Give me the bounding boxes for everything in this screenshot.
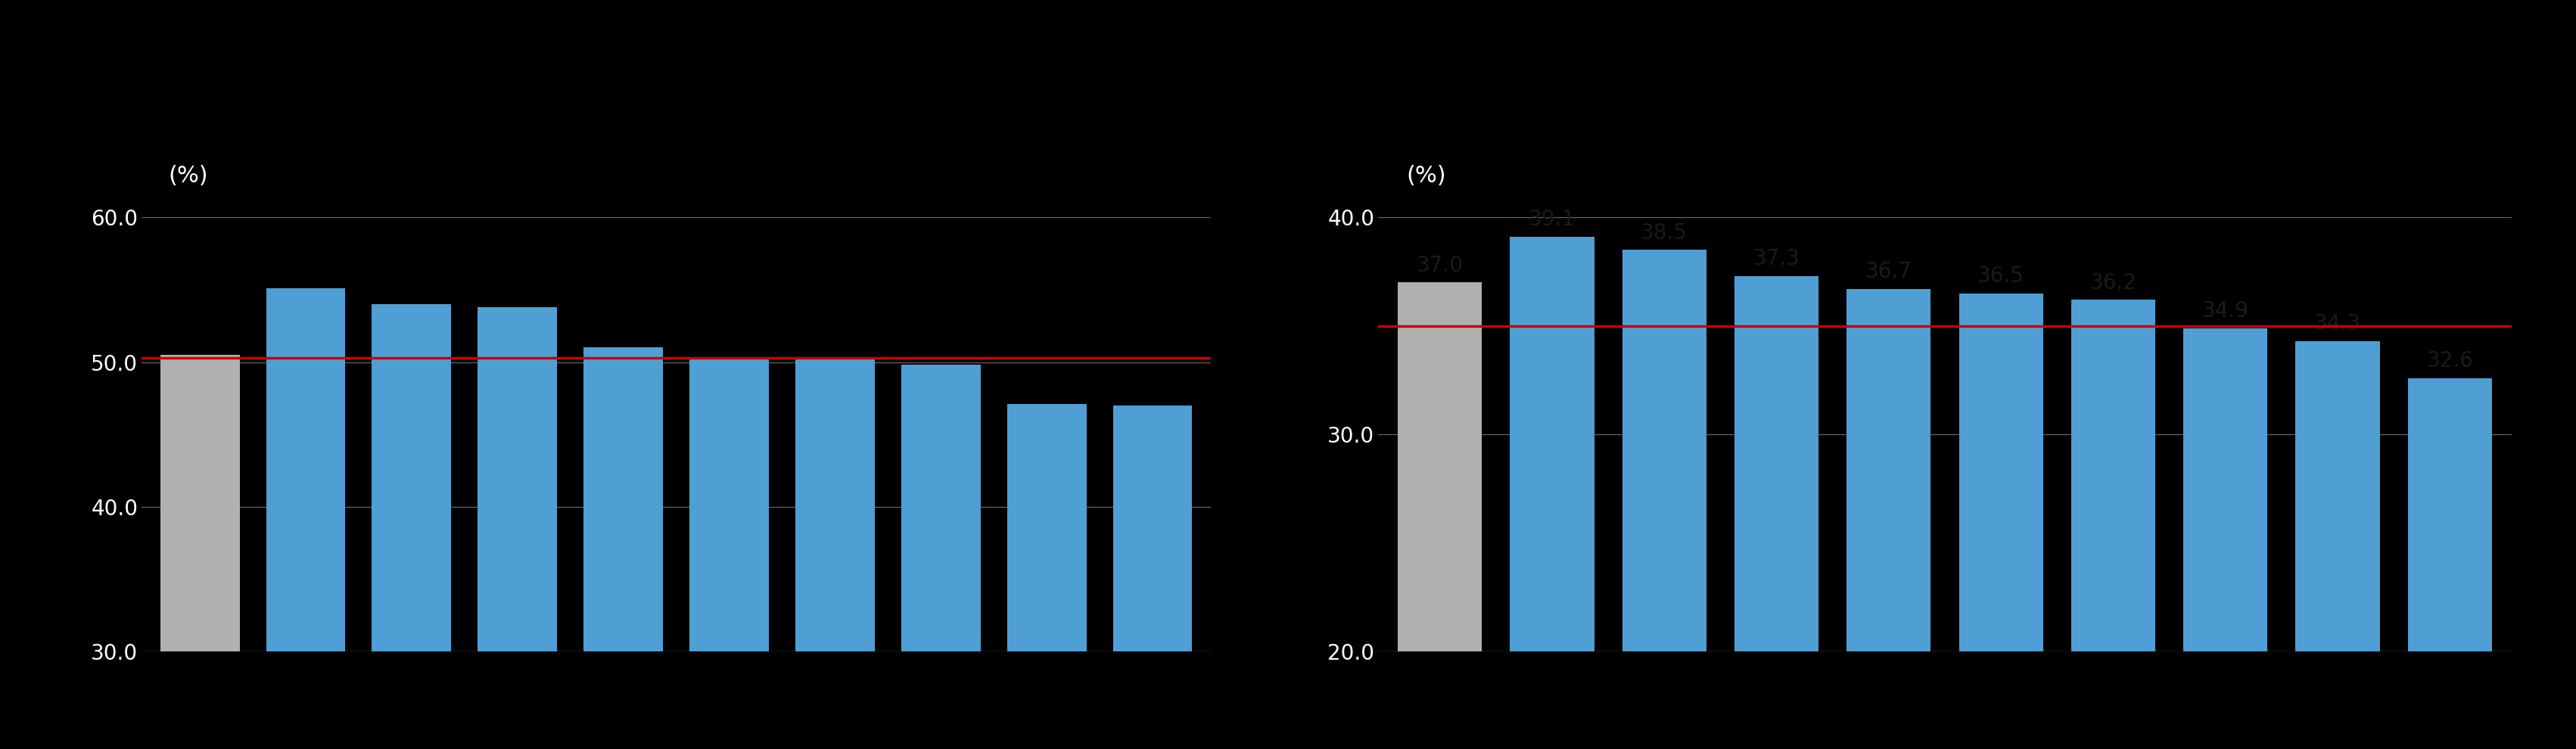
- Text: 36.5: 36.5: [1978, 266, 2025, 287]
- Bar: [585, 348, 662, 652]
- Bar: [1958, 294, 2043, 652]
- Bar: [1734, 276, 1819, 652]
- Bar: [371, 304, 451, 652]
- Bar: [1847, 289, 1932, 652]
- Bar: [265, 288, 345, 652]
- Bar: [796, 358, 876, 652]
- Bar: [2409, 378, 2491, 652]
- Bar: [160, 355, 240, 652]
- Bar: [690, 358, 768, 652]
- Bar: [1399, 282, 1481, 652]
- Text: 34.3: 34.3: [2313, 313, 2362, 335]
- Bar: [2184, 328, 2267, 652]
- Text: (%): (%): [1406, 165, 1445, 187]
- Bar: [2295, 341, 2380, 652]
- Text: 38.5: 38.5: [1641, 222, 1687, 243]
- Text: (%): (%): [167, 165, 209, 187]
- Bar: [1113, 405, 1193, 652]
- Text: 32.6: 32.6: [2427, 351, 2473, 372]
- Bar: [477, 307, 556, 652]
- Text: 39.1: 39.1: [1528, 209, 1577, 230]
- Bar: [2071, 300, 2156, 652]
- Text: 36.2: 36.2: [2089, 272, 2136, 293]
- Text: 36.7: 36.7: [1865, 261, 1911, 282]
- Bar: [1510, 237, 1595, 652]
- Bar: [1623, 250, 1705, 652]
- Text: 37.0: 37.0: [1417, 255, 1463, 276]
- Bar: [1007, 404, 1087, 652]
- Text: 37.3: 37.3: [1754, 248, 1801, 270]
- Bar: [902, 365, 981, 652]
- Text: 34.9: 34.9: [2202, 300, 2249, 321]
